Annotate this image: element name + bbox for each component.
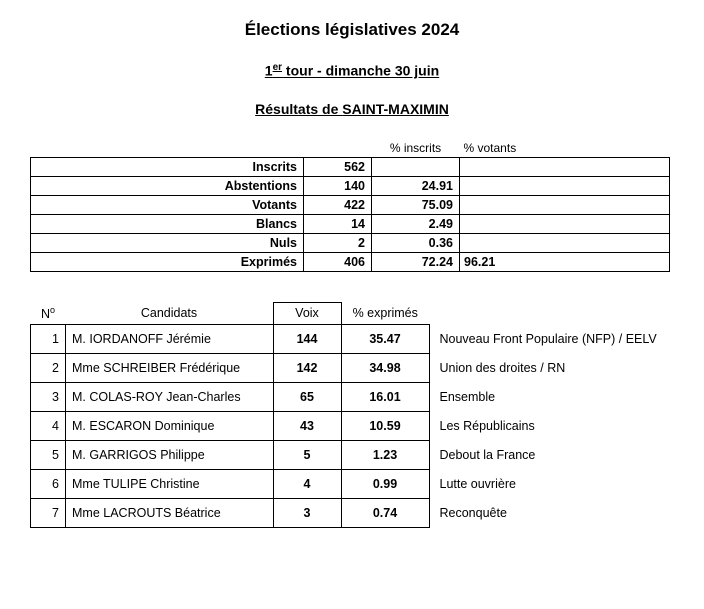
stats-row: Inscrits562 [31,157,670,176]
candidate-name: Mme SCHREIBER Frédérique [66,354,274,383]
candidate-votes: 43 [273,412,341,441]
candidate-row: 5M. GARRIGOS Philippe51.23Debout la Fran… [31,441,670,470]
candidate-row: 6Mme TULIPE Christine40.99Lutte ouvrière [31,470,670,499]
round-rest: tour - dimanche 30 juin [282,63,439,79]
candidate-party: Union des droites / RN [429,354,670,383]
cand-header-num-sup: o [50,305,55,315]
stats-pct-inscrits: 72.24 [372,252,460,271]
candidate-party: Nouveau Front Populaire (NFP) / EELV [429,325,670,354]
cand-header-num-prefix: N [41,307,50,321]
candidate-name: Mme TULIPE Christine [66,470,274,499]
candidate-row: 2Mme SCHREIBER Frédérique14234.98Union d… [31,354,670,383]
stats-label: Nuls [31,233,304,252]
candidate-rank: 2 [31,354,66,383]
candidate-rank: 4 [31,412,66,441]
stats-label: Inscrits [31,157,304,176]
candidate-pct: 34.98 [341,354,429,383]
candidate-rank: 3 [31,383,66,412]
stats-blank-header [304,139,372,158]
cand-header-name: Candidats [66,302,274,325]
stats-pct-inscrits: 24.91 [372,176,460,195]
stats-pct-inscrits [372,157,460,176]
candidate-votes: 4 [273,470,341,499]
stats-value: 406 [304,252,372,271]
stats-row: Abstentions14024.91 [31,176,670,195]
candidate-pct: 10.59 [341,412,429,441]
stats-row: Votants42275.09 [31,195,670,214]
candidate-name: M. IORDANOFF Jérémie [66,325,274,354]
stats-header-pct-inscrits: % inscrits [372,139,460,158]
stats-blank-header [31,139,304,158]
candidate-name: Mme LACROUTS Béatrice [66,499,274,528]
candidate-name: M. COLAS-ROY Jean-Charles [66,383,274,412]
stats-value: 140 [304,176,372,195]
candidate-row: 4M. ESCARON Dominique4310.59Les Républic… [31,412,670,441]
candidate-pct: 16.01 [341,383,429,412]
stats-pct-votants: 96.21 [460,252,670,271]
stats-pct-votants [460,214,670,233]
stats-row: Blancs142.49 [31,214,670,233]
stats-pct-inscrits: 2.49 [372,214,460,233]
stats-pct-votants [460,195,670,214]
stats-pct-votants [460,233,670,252]
candidate-row: 7Mme LACROUTS Béatrice30.74Reconquête [31,499,670,528]
candidate-rank: 7 [31,499,66,528]
candidate-rank: 6 [31,470,66,499]
candidate-pct: 1.23 [341,441,429,470]
stats-value: 2 [304,233,372,252]
stats-label: Votants [31,195,304,214]
candidate-pct: 35.47 [341,325,429,354]
stats-value: 422 [304,195,372,214]
stats-table: % inscrits % votants Inscrits562Abstenti… [30,139,670,272]
candidate-party: Reconquête [429,499,670,528]
candidate-pct: 0.99 [341,470,429,499]
stats-pct-votants [460,176,670,195]
results-prefix: Résultats de [255,101,342,117]
stats-label: Abstentions [31,176,304,195]
cand-header-voix: Voix [273,302,341,325]
stats-row: Exprimés40672.2496.21 [31,252,670,271]
candidate-votes: 3 [273,499,341,528]
cand-header-party [429,302,670,325]
stats-label: Blancs [31,214,304,233]
page-title: Élections législatives 2024 [30,20,674,40]
candidate-votes: 65 [273,383,341,412]
candidate-votes: 5 [273,441,341,470]
candidate-party: Ensemble [429,383,670,412]
candidate-party: Lutte ouvrière [429,470,670,499]
commune-name: SAINT-MAXIMIN [342,101,449,117]
candidate-votes: 142 [273,354,341,383]
stats-label: Exprimés [31,252,304,271]
round-subtitle: 1er tour - dimanche 30 juin [30,62,674,79]
stats-value: 14 [304,214,372,233]
cand-header-pct: % exprimés [341,302,429,325]
stats-pct-inscrits: 75.09 [372,195,460,214]
candidate-party: Les Républicains [429,412,670,441]
candidate-name: M. GARRIGOS Philippe [66,441,274,470]
candidate-name: M. ESCARON Dominique [66,412,274,441]
cand-header-num: No [31,302,66,325]
results-heading: Résultats de SAINT-MAXIMIN [30,101,674,117]
stats-pct-votants [460,157,670,176]
candidate-pct: 0.74 [341,499,429,528]
candidate-votes: 144 [273,325,341,354]
candidate-row: 3M. COLAS-ROY Jean-Charles6516.01Ensembl… [31,383,670,412]
stats-header-pct-votants: % votants [460,139,670,158]
stats-pct-inscrits: 0.36 [372,233,460,252]
stats-value: 562 [304,157,372,176]
candidate-rank: 5 [31,441,66,470]
candidates-table: No Candidats Voix % exprimés 1M. IORDANO… [30,302,670,529]
candidate-rank: 1 [31,325,66,354]
candidate-row: 1M. IORDANOFF Jérémie14435.47Nouveau Fro… [31,325,670,354]
round-ordinal: er [273,62,282,73]
stats-row: Nuls20.36 [31,233,670,252]
candidate-party: Debout la France [429,441,670,470]
round-number: 1 [265,63,273,79]
